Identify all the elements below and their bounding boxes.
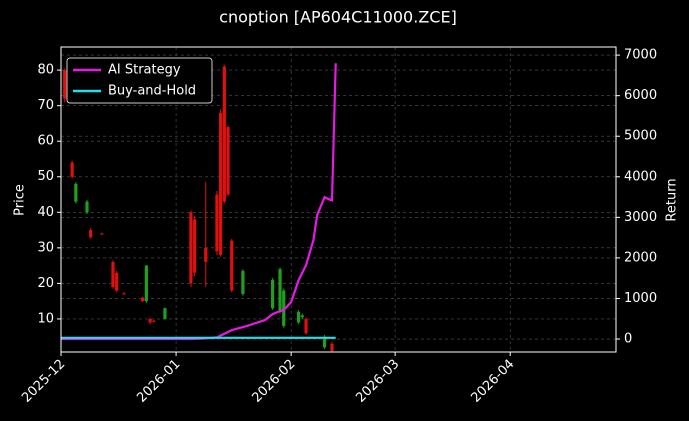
y-tick-label: 70 [37,98,54,113]
candle-body [271,279,275,309]
candle-body [193,219,197,273]
y-tick-label: 50 [37,169,54,184]
legend-label: AI Strategy [108,63,181,78]
candle-body [89,230,93,238]
y2-tick-label: 2000 [624,250,657,265]
candle-body [226,126,230,195]
y2-tick-label: 6000 [624,88,657,103]
candle-body [111,262,115,287]
chart-title: cnoption [AP604C11000.ZCE] [219,8,457,27]
y2-tick-label: 3000 [624,210,657,225]
candle-body [144,265,148,302]
candle-body [322,336,327,348]
y2-tick-label: 1000 [624,291,657,306]
candle-body [296,311,301,323]
candle-body [141,297,145,302]
candle-body [152,320,156,322]
legend: AI Strategy Buy-and-Hold [66,57,213,104]
candle-body [241,270,245,295]
y2-axis-label: Return [665,178,680,221]
y2-tick-label: 4000 [624,169,657,184]
candle-body [163,308,167,319]
y-tick-label: 80 [37,63,54,78]
y-tick-label: 60 [37,134,54,149]
y-axis-label: Price [13,184,28,216]
candle-body [300,315,304,318]
candle-body [219,112,223,255]
candle-body [85,201,89,213]
candle-body [204,247,208,263]
candle-body [115,272,119,291]
candle-body [74,183,78,202]
legend-box [66,57,213,104]
candle-body [63,70,67,99]
candle-body [148,318,152,323]
y-tick-label: 40 [37,205,54,220]
y-tick-label: 10 [37,311,54,326]
candle-body [230,240,234,291]
candle-body [215,194,219,252]
y-tick-label: 20 [37,276,54,291]
candle-body [189,212,193,284]
y2-tick-label: 0 [624,332,632,347]
plot-frame [60,46,617,353]
candle-body [282,290,286,327]
candle-body [100,233,104,235]
candle-body [330,343,334,351]
y2-tick-label: 5000 [624,129,657,144]
candle-body [304,318,308,334]
candle-body [278,269,282,312]
candle-body [70,162,74,177]
legend-label: Buy-and-Hold [108,84,196,99]
y2-tick-label: 7000 [624,48,657,63]
candle-body [122,293,126,295]
y-tick-label: 30 [37,240,54,255]
candle-body [222,66,226,202]
